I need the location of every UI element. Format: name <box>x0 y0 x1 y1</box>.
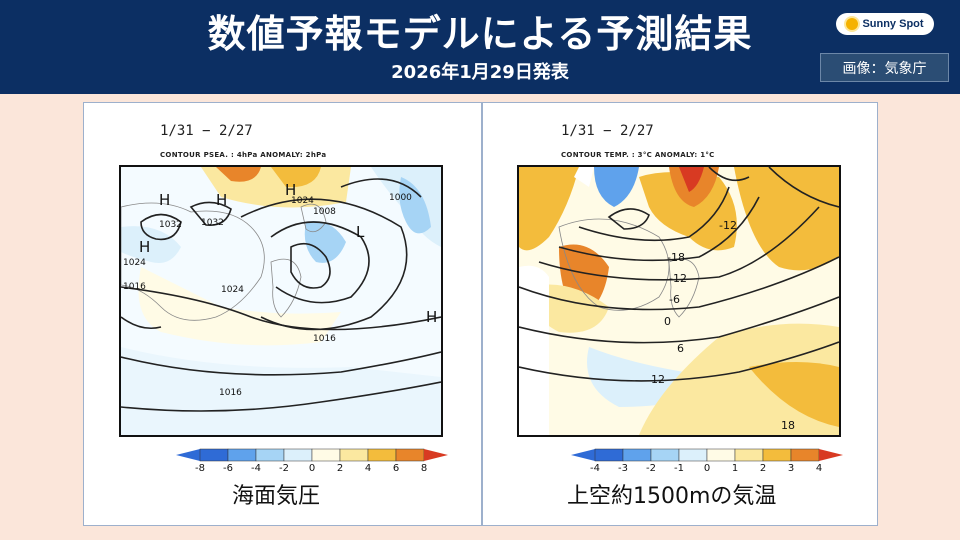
map-period: 1/31 − 2/27 <box>160 123 253 139</box>
scale-tick: 4 <box>364 463 372 474</box>
scale-tick: 8 <box>420 463 428 474</box>
temperature-map-graphic: -12 -18 -12 -6 0 6 12 18 <box>519 167 839 435</box>
pressure-anomaly-scale <box>176 448 448 462</box>
temperature-850hpa-map: 1/31 − 2/27 CONTOUR TEMP. : 3°C ANOMALY:… <box>483 103 878 525</box>
scale-tick: -2 <box>279 463 289 474</box>
isotherm-label: 0 <box>664 315 671 328</box>
isobar-label: 1016 <box>219 388 242 398</box>
high-label: H <box>285 181 296 199</box>
scale-tick: -2 <box>646 463 656 474</box>
high-label: H <box>159 191 170 209</box>
sea-level-pressure-map: 1/31 − 2/27 CONTOUR PSEA. : 4hPa ANOMALY… <box>84 103 479 525</box>
map-period: 1/31 − 2/27 <box>561 123 654 139</box>
isotherm-label: 12 <box>651 373 665 386</box>
header-banner: 数値予報モデルによる予測結果 2026年1月29日発表 Sunny Spot 画… <box>0 0 960 94</box>
isobar-label: 1016 <box>123 282 146 292</box>
high-label: H <box>216 191 227 209</box>
isotherm-label: -12 <box>669 272 687 285</box>
temperature-anomaly-scale <box>571 448 843 462</box>
scale-tick: -4 <box>590 463 600 474</box>
isobar-label: 1032 <box>159 220 182 230</box>
pressure-chart: H H H H L H 1032 1032 1024 1024 1024 101… <box>119 165 443 437</box>
isotherm-label: 6 <box>677 342 684 355</box>
isotherm-label: -18 <box>667 251 685 264</box>
isobar-label: 1024 <box>221 285 244 295</box>
scale-tick: -1 <box>674 463 684 474</box>
pressure-map-graphic: H H H H L H 1032 1032 1024 1024 1024 101… <box>121 167 441 435</box>
high-label: H <box>426 308 437 326</box>
low-label: L <box>356 223 365 241</box>
isobar-label: 1032 <box>201 218 224 228</box>
image-credit: 画像：気象庁 <box>820 53 949 82</box>
high-label: H <box>139 238 150 256</box>
contour-legend: CONTOUR PSEA. : 4hPa ANOMALY: 2hPa <box>160 151 327 159</box>
pressure-scale-labels: -8 -6 -4 -2 0 2 4 6 8 <box>176 463 448 475</box>
panel-divider <box>481 103 483 525</box>
forecast-panel: 1/31 − 2/27 CONTOUR PSEA. : 4hPa ANOMALY… <box>83 102 878 526</box>
isobar-label: 1024 <box>291 196 314 206</box>
scale-tick: 1 <box>731 463 739 474</box>
isotherm-label: 18 <box>781 419 795 432</box>
scale-tick: 2 <box>336 463 344 474</box>
map-caption: 上空約1500mの気温 <box>567 484 777 509</box>
isotherm-label: -12 <box>719 219 737 232</box>
page-subtitle: 2026年1月29日発表 <box>391 62 569 83</box>
isotherm-label: -6 <box>669 293 680 306</box>
isobar-label: 1016 <box>313 334 336 344</box>
contour-legend: CONTOUR TEMP. : 3°C ANOMALY: 1°C <box>561 151 715 159</box>
scale-tick: 4 <box>815 463 823 474</box>
scale-tick: -4 <box>251 463 261 474</box>
scale-tick: -6 <box>223 463 233 474</box>
logo-text: Sunny Spot <box>862 18 924 30</box>
scale-tick: 0 <box>703 463 711 474</box>
isobar-label: 1000 <box>389 193 412 203</box>
scale-tick: 0 <box>308 463 316 474</box>
scale-tick: -8 <box>195 463 205 474</box>
scale-tick: 3 <box>787 463 795 474</box>
scale-tick: 2 <box>759 463 767 474</box>
temperature-chart: -12 -18 -12 -6 0 6 12 18 <box>517 165 841 437</box>
temperature-scale-labels: -4 -3 -2 -1 0 1 2 3 4 <box>571 463 843 475</box>
sunny-spot-logo: Sunny Spot <box>836 13 934 35</box>
isobar-label: 1024 <box>123 258 146 268</box>
scale-tick: -3 <box>618 463 628 474</box>
isobar-label: 1008 <box>313 207 336 217</box>
page-title: 数値予報モデルによる予測結果 <box>207 12 753 56</box>
scale-tick: 6 <box>392 463 400 474</box>
sun-icon <box>846 18 859 30</box>
map-caption: 海面気圧 <box>232 484 321 509</box>
